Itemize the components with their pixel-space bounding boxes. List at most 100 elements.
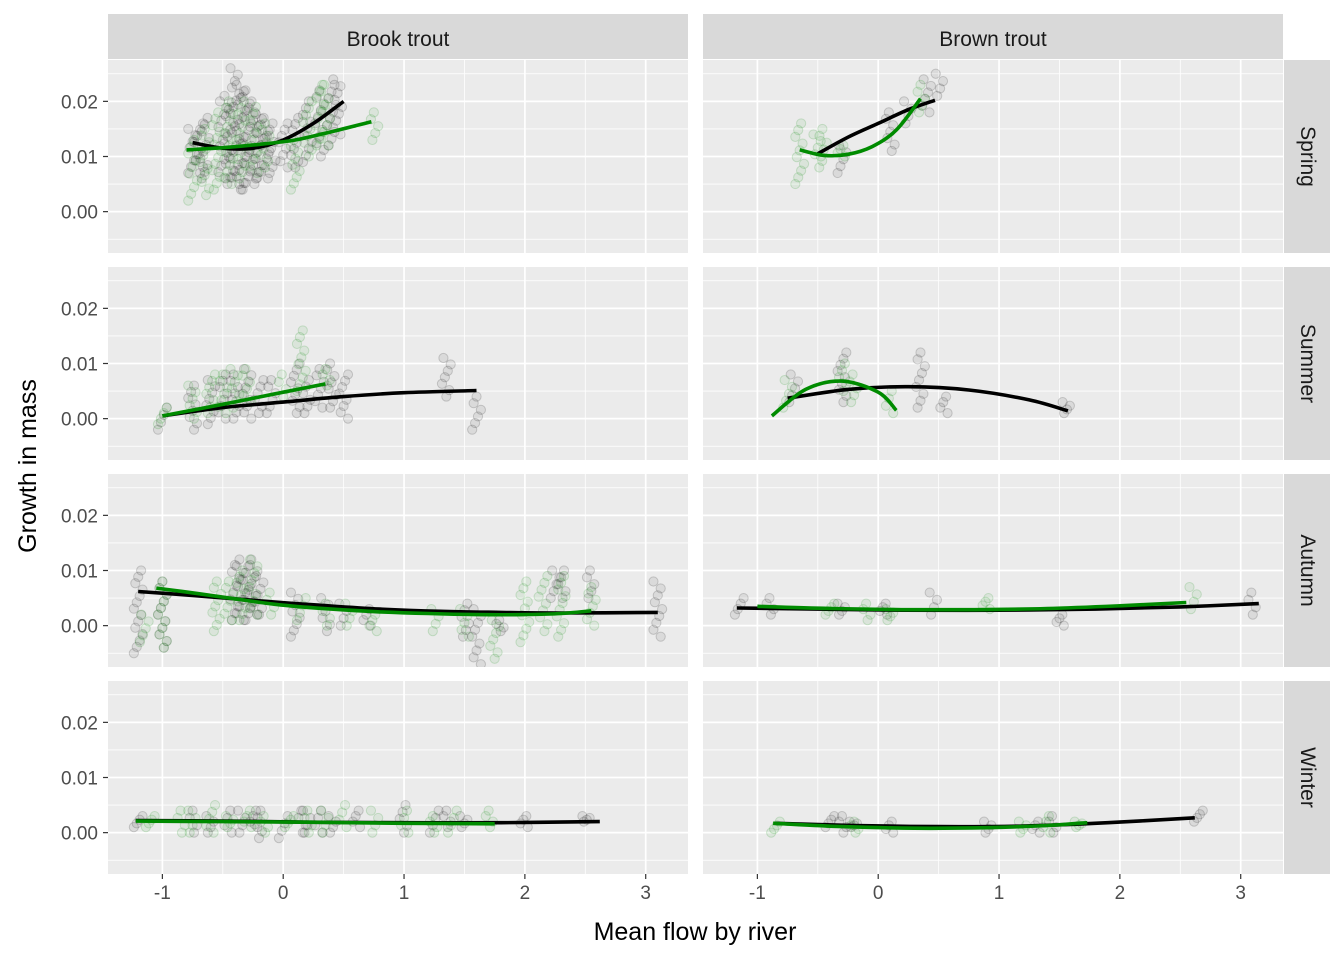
point-black xyxy=(232,159,243,170)
point-black xyxy=(246,578,257,589)
point-black xyxy=(324,358,336,369)
y-tick-label: 0.02 xyxy=(61,92,98,113)
point-black xyxy=(649,597,660,608)
strip-brook-trout xyxy=(108,14,688,59)
point-green xyxy=(220,102,232,113)
point-green xyxy=(255,149,266,161)
point-green xyxy=(815,135,826,147)
point-green xyxy=(797,138,808,149)
strip-winter xyxy=(1284,681,1330,874)
point-black xyxy=(912,402,923,413)
point-black xyxy=(1046,811,1058,822)
point-black xyxy=(235,92,247,104)
panel-marks xyxy=(128,799,600,844)
point-black xyxy=(238,132,249,143)
point-black xyxy=(246,413,257,424)
point-green xyxy=(540,598,552,609)
point-black xyxy=(234,119,245,130)
point-green xyxy=(245,602,256,613)
point-green xyxy=(314,86,325,97)
point-green xyxy=(226,178,237,190)
point-black xyxy=(930,68,941,79)
point-black xyxy=(252,128,263,139)
point-green xyxy=(427,626,438,637)
point-green xyxy=(160,616,171,627)
point-green xyxy=(798,158,810,169)
point-black xyxy=(202,374,213,386)
point-black xyxy=(133,571,144,582)
point-black xyxy=(255,381,266,392)
point-black xyxy=(266,374,277,386)
y-axis-title: Growth in mass xyxy=(14,379,42,553)
point-green xyxy=(515,589,526,601)
point-green xyxy=(188,413,200,424)
point-black xyxy=(785,369,796,380)
point-green xyxy=(518,630,529,641)
point-green xyxy=(184,827,195,838)
point-black xyxy=(915,395,926,406)
point-green xyxy=(196,176,207,187)
point-green xyxy=(337,807,348,818)
point-black xyxy=(337,382,348,393)
point-green xyxy=(187,393,198,404)
point-black xyxy=(326,377,337,388)
point-black xyxy=(445,359,456,370)
point-green xyxy=(246,575,257,586)
point-green xyxy=(226,134,237,145)
point-black xyxy=(222,388,233,399)
point-black xyxy=(225,172,236,183)
point-black xyxy=(199,166,210,177)
panel-marks xyxy=(770,347,1075,419)
point-black xyxy=(136,565,147,576)
point-black xyxy=(296,805,307,816)
point-black xyxy=(222,131,233,142)
point-green xyxy=(214,126,225,137)
point-green xyxy=(316,86,327,97)
point-green xyxy=(207,165,218,176)
point-black xyxy=(202,419,213,430)
point-green xyxy=(243,581,254,593)
point-green xyxy=(184,168,195,179)
point-black xyxy=(243,102,254,113)
point-black xyxy=(244,98,255,109)
point-black xyxy=(190,155,201,166)
point-black xyxy=(288,143,299,155)
point-black xyxy=(222,102,233,113)
point-black xyxy=(231,171,242,182)
point-green xyxy=(442,827,454,838)
point-black xyxy=(545,592,556,604)
point-black xyxy=(913,374,925,386)
point-black xyxy=(128,822,139,833)
point-black xyxy=(436,378,448,389)
point-black xyxy=(240,615,251,626)
point-black xyxy=(251,570,262,582)
point-black xyxy=(916,368,928,379)
point-black xyxy=(919,361,930,372)
point-black xyxy=(657,604,668,615)
point-green xyxy=(491,627,502,639)
point-black xyxy=(938,397,949,408)
point-black xyxy=(152,424,164,435)
point-black xyxy=(134,635,145,646)
point-green xyxy=(222,382,233,393)
point-black xyxy=(275,156,286,167)
point-black xyxy=(231,79,242,90)
point-black xyxy=(433,805,444,816)
point-green xyxy=(862,615,873,626)
point-green xyxy=(249,128,260,139)
smooth-line-green xyxy=(156,586,592,617)
point-black xyxy=(219,109,230,120)
point-black xyxy=(241,105,253,116)
point-black xyxy=(261,130,272,141)
point-black xyxy=(315,805,327,816)
point-black xyxy=(253,833,265,844)
panels-layer xyxy=(108,60,1283,874)
point-green xyxy=(518,583,529,594)
point-green xyxy=(199,170,210,181)
point-green xyxy=(234,615,245,626)
point-black xyxy=(442,365,453,376)
point-black xyxy=(228,165,239,176)
point-black xyxy=(323,140,334,151)
point-green xyxy=(553,584,564,595)
